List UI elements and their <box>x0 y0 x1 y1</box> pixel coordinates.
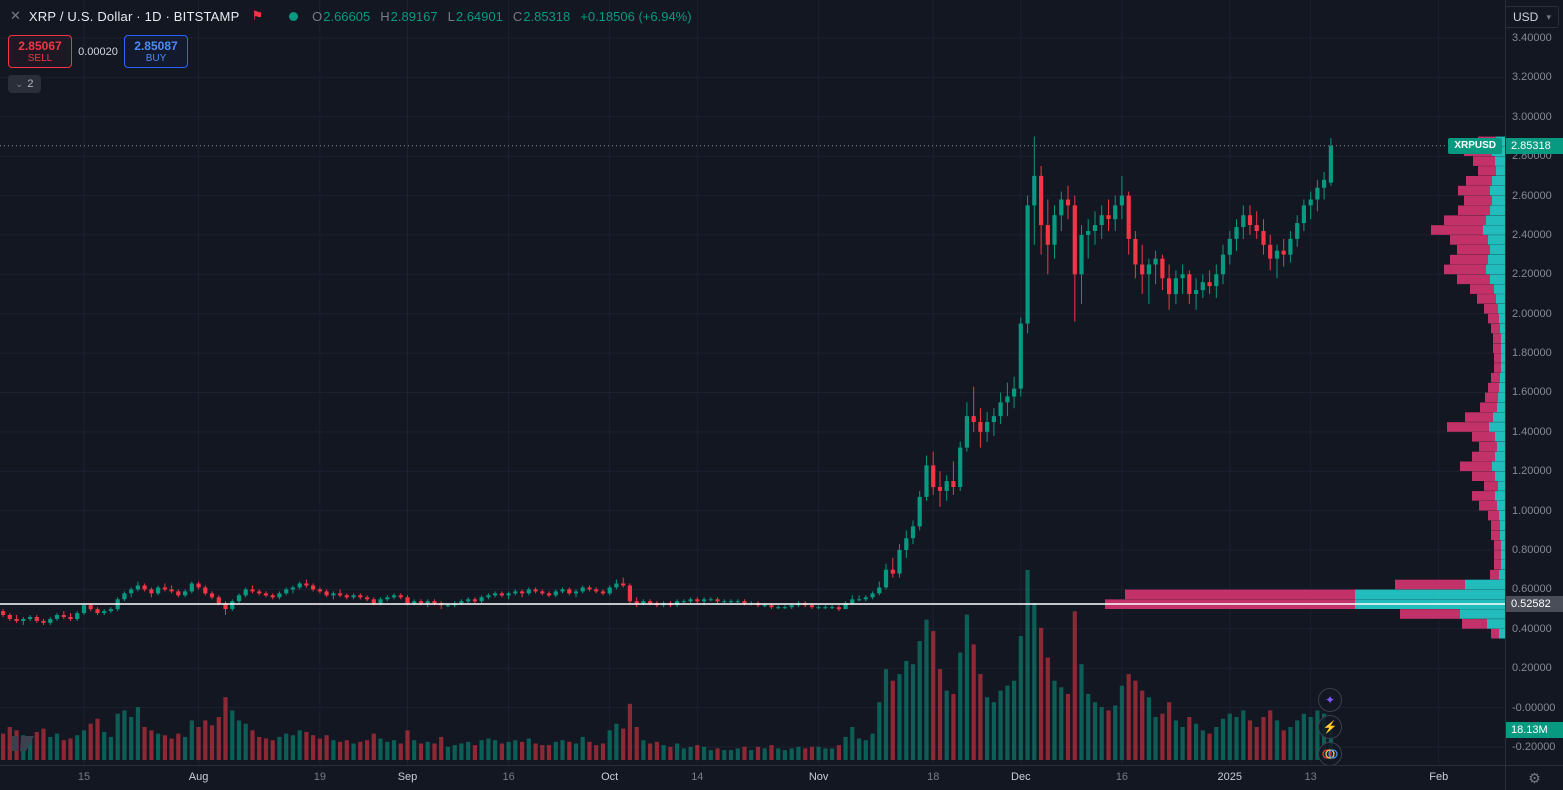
symbol-title[interactable]: XRP / U.S. Dollar · 1D · BITSTAMP <box>28 8 240 24</box>
flag-icon[interactable]: ⚑ <box>251 8 264 23</box>
high-label: H <box>380 8 390 24</box>
time-axis-label: Oct <box>601 771 619 783</box>
sell-label: SELL <box>27 53 53 64</box>
price-axis-label: 1.80000 <box>1512 347 1552 360</box>
time-axis-label: Sep <box>397 771 418 783</box>
low-label: L <box>447 8 455 24</box>
level-price-label: 0.52582 <box>1506 596 1563 612</box>
time-axis-label: Aug <box>188 771 209 783</box>
price-axis-label: 2.60000 <box>1512 189 1552 202</box>
sparkle-button[interactable]: ✦ <box>1318 688 1342 712</box>
time-axis-label: 15 <box>77 771 91 783</box>
close-value: 2.85318 <box>523 8 571 24</box>
current-price-label: 2.85318 <box>1506 138 1563 154</box>
price-axis-label: 1.40000 <box>1512 425 1552 438</box>
lightning-icon: ⚡ <box>1322 720 1338 734</box>
close-icon[interactable]: ✕ <box>10 8 21 23</box>
price-axis[interactable]: 2.85318 0.52582 18.13M 3.40000 3.20000 3.0… <box>1505 0 1563 765</box>
price-axis-label: 2.40000 <box>1512 228 1552 241</box>
price-axis-label: 3.40000 <box>1512 32 1552 44</box>
object-count: 2 <box>27 78 34 90</box>
sparkle-icon: ✦ <box>1324 693 1336 707</box>
price-axis-label: 2.00000 <box>1512 307 1552 320</box>
object-tree-toggle[interactable]: ⌄ 2 <box>8 75 41 93</box>
open-value: 2.66605 <box>323 8 371 24</box>
time-axis-label: Nov <box>808 771 829 783</box>
time-axis-label: 16 <box>502 771 515 783</box>
ohlc-readout: O2.66605 H2.89167 L2.64901 C2.85318 +0.1… <box>312 9 691 24</box>
tradingview-logo[interactable] <box>12 732 40 759</box>
axis-corner: ⚙ <box>1505 765 1563 790</box>
buy-label: BUY <box>145 53 167 64</box>
sell-button[interactable]: 2.85067 SELL <box>8 35 72 68</box>
time-axis-label: Dec <box>1011 771 1031 783</box>
price-axis-label: 3.00000 <box>1512 110 1552 123</box>
price-axis-label: 3.20000 <box>1512 71 1552 84</box>
chart-legend: ✕ XRP / U.S. Dollar · 1D · BITSTAMP ⚑ O2… <box>10 8 692 24</box>
sell-price: 2.85067 <box>18 39 62 53</box>
spread-value: 0.00020 <box>78 45 118 58</box>
price-axis-label: 0.40000 <box>1512 622 1552 635</box>
multicolor-circles-icon <box>1322 749 1338 759</box>
gear-icon[interactable]: ⚙ <box>1528 769 1541 786</box>
time-axis-label: 14 <box>691 771 704 783</box>
price-axis-label: -0.00000 <box>1512 701 1556 714</box>
candlestick-chart[interactable] <box>0 0 1505 765</box>
low-value: 2.64901 <box>455 8 503 24</box>
time-axis-label: Feb <box>1429 771 1449 783</box>
currency-label: USD <box>1513 10 1539 24</box>
price-axis-label: 1.20000 <box>1512 465 1552 478</box>
buy-button[interactable]: 2.85087 BUY <box>124 35 188 68</box>
time-axis-label: 16 <box>1115 771 1129 783</box>
volume-value-label: 18.13M <box>1506 722 1563 738</box>
price-axis-label: 0.80000 <box>1512 544 1552 557</box>
chevron-down-icon: ⌄ <box>15 78 24 90</box>
price-axis-label: 0.60000 <box>1512 583 1552 596</box>
close-label: C <box>512 8 523 24</box>
tradingview-logo-icon <box>12 736 34 751</box>
price-axis-label: 1.00000 <box>1512 504 1552 517</box>
time-axis-label: 19 <box>313 771 326 783</box>
trade-widget: 2.85067 SELL 0.00020 2.85087 BUY <box>8 35 188 68</box>
currency-selector[interactable]: USD ▾ <box>1505 6 1559 28</box>
open-label: O <box>312 8 323 24</box>
time-axis-label: 13 <box>1304 771 1317 783</box>
price-axis-label: 1.60000 <box>1512 386 1552 399</box>
time-axis-label: 2025 <box>1217 771 1242 783</box>
chevron-down-icon: ▾ <box>1546 11 1551 22</box>
change-value: +0.18506 (+6.94%) <box>580 8 692 24</box>
lightning-button[interactable]: ⚡ <box>1318 715 1342 739</box>
time-axis-label: 18 <box>927 771 940 783</box>
price-axis-label: 0.20000 <box>1512 662 1552 675</box>
high-value: 2.89167 <box>390 8 438 24</box>
floating-toolbar: ✦ ⚡ <box>1318 688 1342 766</box>
price-axis-label: 2.20000 <box>1512 268 1552 281</box>
market-status-icon <box>289 11 299 21</box>
multicolor-circles-button[interactable] <box>1318 742 1342 766</box>
time-axis[interactable]: 15 Aug 19 Sep 16 Oct 14 Nov 18 Dec 16 2025 13 Feb <box>0 765 1505 790</box>
price-axis-label: -0.20000 <box>1512 740 1556 753</box>
buy-price: 2.85087 <box>134 39 178 53</box>
symbol-price-tag: XRPUSD <box>1448 138 1502 154</box>
